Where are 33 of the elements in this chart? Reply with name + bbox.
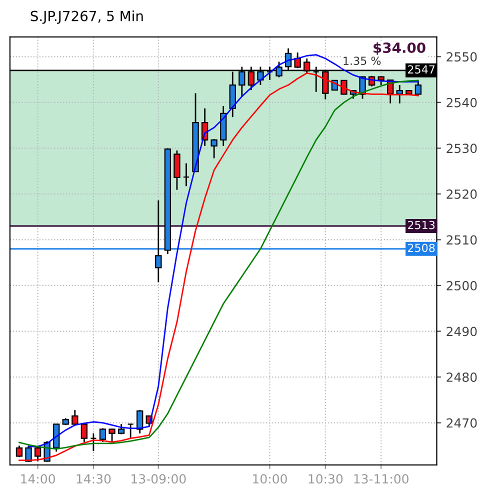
candlestick	[174, 150, 180, 191]
y-tick-label: 2500	[446, 280, 477, 290]
x-tick-label: 10:30	[308, 474, 343, 484]
ref-line-label: 2508	[408, 244, 435, 252]
candlestick	[99, 428, 106, 443]
y-tick-label: 2550	[446, 52, 477, 62]
candlestick	[210, 138, 218, 159]
ref-line-label: 2513	[408, 220, 435, 230]
y-tick-label: 2490	[446, 326, 477, 336]
y-tick-label: 2480	[446, 372, 477, 382]
candlestick	[53, 423, 60, 452]
chart-title: S.JP.J7267, 5 Min	[30, 10, 143, 24]
y-tick-label: 2530	[446, 144, 477, 154]
x-tick-label: 10:00	[253, 474, 287, 484]
x-tick-label: 14:30	[76, 474, 111, 484]
x-tick-label: 13-09:00	[132, 474, 186, 484]
candlestick	[136, 409, 144, 434]
x-tick-label: 14:00	[21, 474, 55, 484]
y-tick-label: 2510	[446, 235, 477, 245]
annotation: $34.00	[374, 42, 426, 55]
candlestick	[34, 444, 42, 462]
candlestick	[127, 423, 134, 438]
annotation: 1.35 %	[344, 56, 381, 66]
y-tick-label: 2520	[446, 189, 477, 199]
ref-line-label: 2547	[408, 65, 435, 74]
candlestick	[90, 432, 97, 452]
candlestick	[108, 428, 116, 444]
candlestick	[80, 423, 88, 443]
candlestick	[182, 162, 190, 187]
x-tick-label: 13-11:00	[354, 474, 408, 484]
y-tick-label: 2540	[446, 98, 477, 108]
y-tick-label: 2470	[446, 418, 477, 428]
candlestick	[72, 409, 78, 426]
